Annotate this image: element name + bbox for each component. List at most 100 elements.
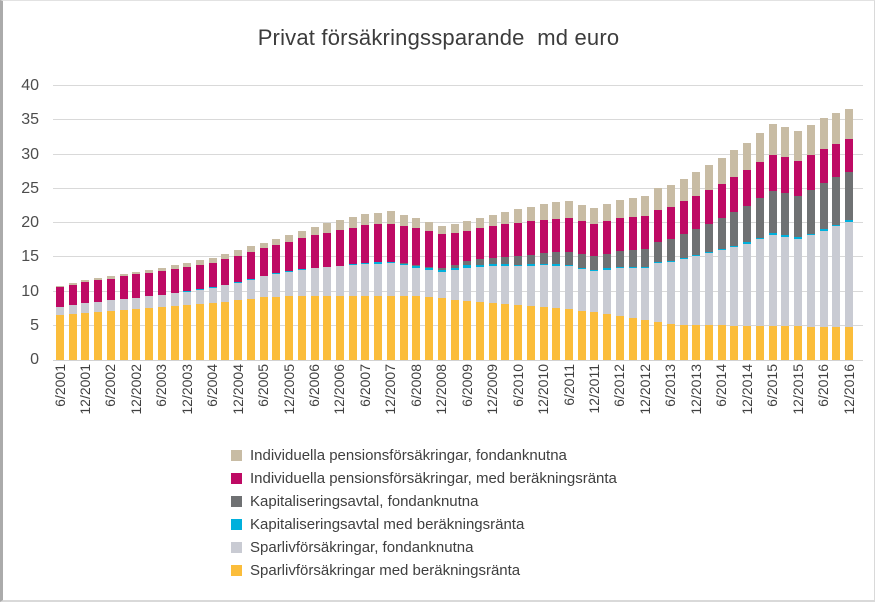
plot-area: [53, 85, 863, 361]
bar-segment: [603, 314, 612, 360]
x-axis-label: 12/2011: [585, 364, 602, 414]
bar-segment: [234, 255, 243, 282]
bar-segment: [425, 297, 434, 360]
bar-segment: [463, 301, 472, 360]
bar-segment: [81, 279, 90, 282]
legend-label: Individuella pensionsförsäkringar, fonda…: [250, 447, 567, 464]
x-axis-label: 6/2015: [764, 364, 781, 407]
bar-segment: [374, 263, 383, 296]
bar-segment: [603, 253, 612, 269]
bar-segment: [323, 267, 332, 296]
stacked-bar: [654, 86, 663, 360]
bar-segment: [832, 113, 841, 144]
bar-segment: [781, 193, 790, 236]
bar-segment: [463, 265, 472, 268]
bar-segment: [628, 268, 637, 319]
bar-segment: [628, 250, 637, 267]
bar-segment: [374, 295, 383, 360]
bar-segment: [208, 303, 217, 360]
bar-segment: [526, 221, 535, 255]
stacked-bar: [285, 86, 294, 360]
bar-segment: [386, 295, 395, 360]
bar-segment: [450, 270, 459, 300]
bar-segment: [106, 275, 115, 279]
bar-segment: [730, 245, 739, 247]
bar-segment: [386, 262, 395, 264]
y-axis-label: 5: [30, 316, 39, 334]
bar-segment: [641, 216, 650, 250]
bar-segment: [361, 262, 370, 265]
bar-segment: [641, 249, 650, 267]
bar-segment: [335, 219, 344, 230]
bar-segment: [170, 264, 179, 269]
bar-segment: [310, 267, 319, 269]
bar-segment: [717, 250, 726, 326]
bar-segment: [450, 224, 459, 233]
stacked-bar: [374, 86, 383, 360]
stacked-bar: [565, 86, 574, 360]
x-axis-label: 12/2007: [382, 364, 399, 415]
bar-segment: [374, 212, 383, 225]
x-axis-label: 6/2006: [306, 364, 323, 407]
bar-segment: [743, 205, 752, 243]
bar-segment: [832, 143, 841, 178]
bar-segment: [666, 262, 675, 325]
chart-title: Privat försäkringssparande md euro: [257, 25, 620, 50]
stacked-bar: [246, 86, 255, 360]
bar-segment: [705, 325, 714, 360]
bar-segment: [132, 308, 141, 360]
y-axis-label: 25: [21, 179, 39, 197]
bar-segment: [768, 234, 777, 327]
bar-segment: [565, 201, 574, 219]
stacked-bar: [705, 86, 714, 360]
gridline: [53, 153, 863, 155]
x-axis-label: 12/2012: [636, 364, 653, 415]
bar-segment: [730, 211, 739, 246]
x-axis-label: 12/2014: [738, 364, 755, 415]
stacked-bar: [399, 86, 408, 360]
bar-segment: [246, 298, 255, 360]
bar-segment: [743, 170, 752, 206]
bar-segment: [615, 266, 624, 269]
bar-segment: [463, 221, 472, 231]
bar-segment: [246, 279, 255, 299]
bar-segment: [705, 223, 714, 252]
bar-segment: [730, 246, 739, 326]
bar-segment: [157, 306, 166, 360]
stacked-bar: [475, 86, 484, 360]
y-axis-label: 40: [21, 77, 39, 94]
x-axis-label: 12/2004: [229, 364, 246, 415]
stacked-bar: [386, 86, 395, 360]
stacked-bar: [195, 86, 204, 360]
bar-segment: [323, 232, 332, 267]
bar-segment: [412, 227, 421, 265]
bar-segment: [717, 184, 726, 219]
legend-label: Kapitaliseringsavtal med beräkningsränta: [250, 516, 525, 533]
bar-segment: [654, 188, 663, 210]
gridline: [53, 222, 863, 223]
bar-segment: [552, 264, 561, 266]
bar-segment: [654, 263, 663, 323]
bar-segment: [526, 306, 535, 360]
stacked-bar: [806, 86, 815, 360]
stacked-bar: [819, 86, 828, 360]
bar-segment: [272, 273, 281, 275]
bar-segment: [348, 265, 357, 296]
bar-segment: [806, 155, 815, 190]
stacked-bar: [717, 86, 726, 360]
bar-segment: [603, 220, 612, 254]
bar-segment: [310, 227, 319, 236]
bar-segment: [450, 232, 459, 265]
bar-segment: [615, 316, 624, 360]
bar-segment: [603, 268, 612, 270]
bar-segment: [794, 238, 803, 327]
stacked-bar: [323, 86, 332, 360]
stacked-bar: [335, 86, 344, 360]
legend-item: Sparlivförsäkringar, fondanknutna: [231, 538, 617, 556]
stacked-bar: [132, 86, 141, 360]
bar-segment: [501, 224, 510, 257]
bar-segment: [56, 306, 64, 316]
bar-segment: [132, 297, 141, 309]
bar-segment: [272, 238, 281, 245]
bar-segment: [679, 258, 688, 325]
